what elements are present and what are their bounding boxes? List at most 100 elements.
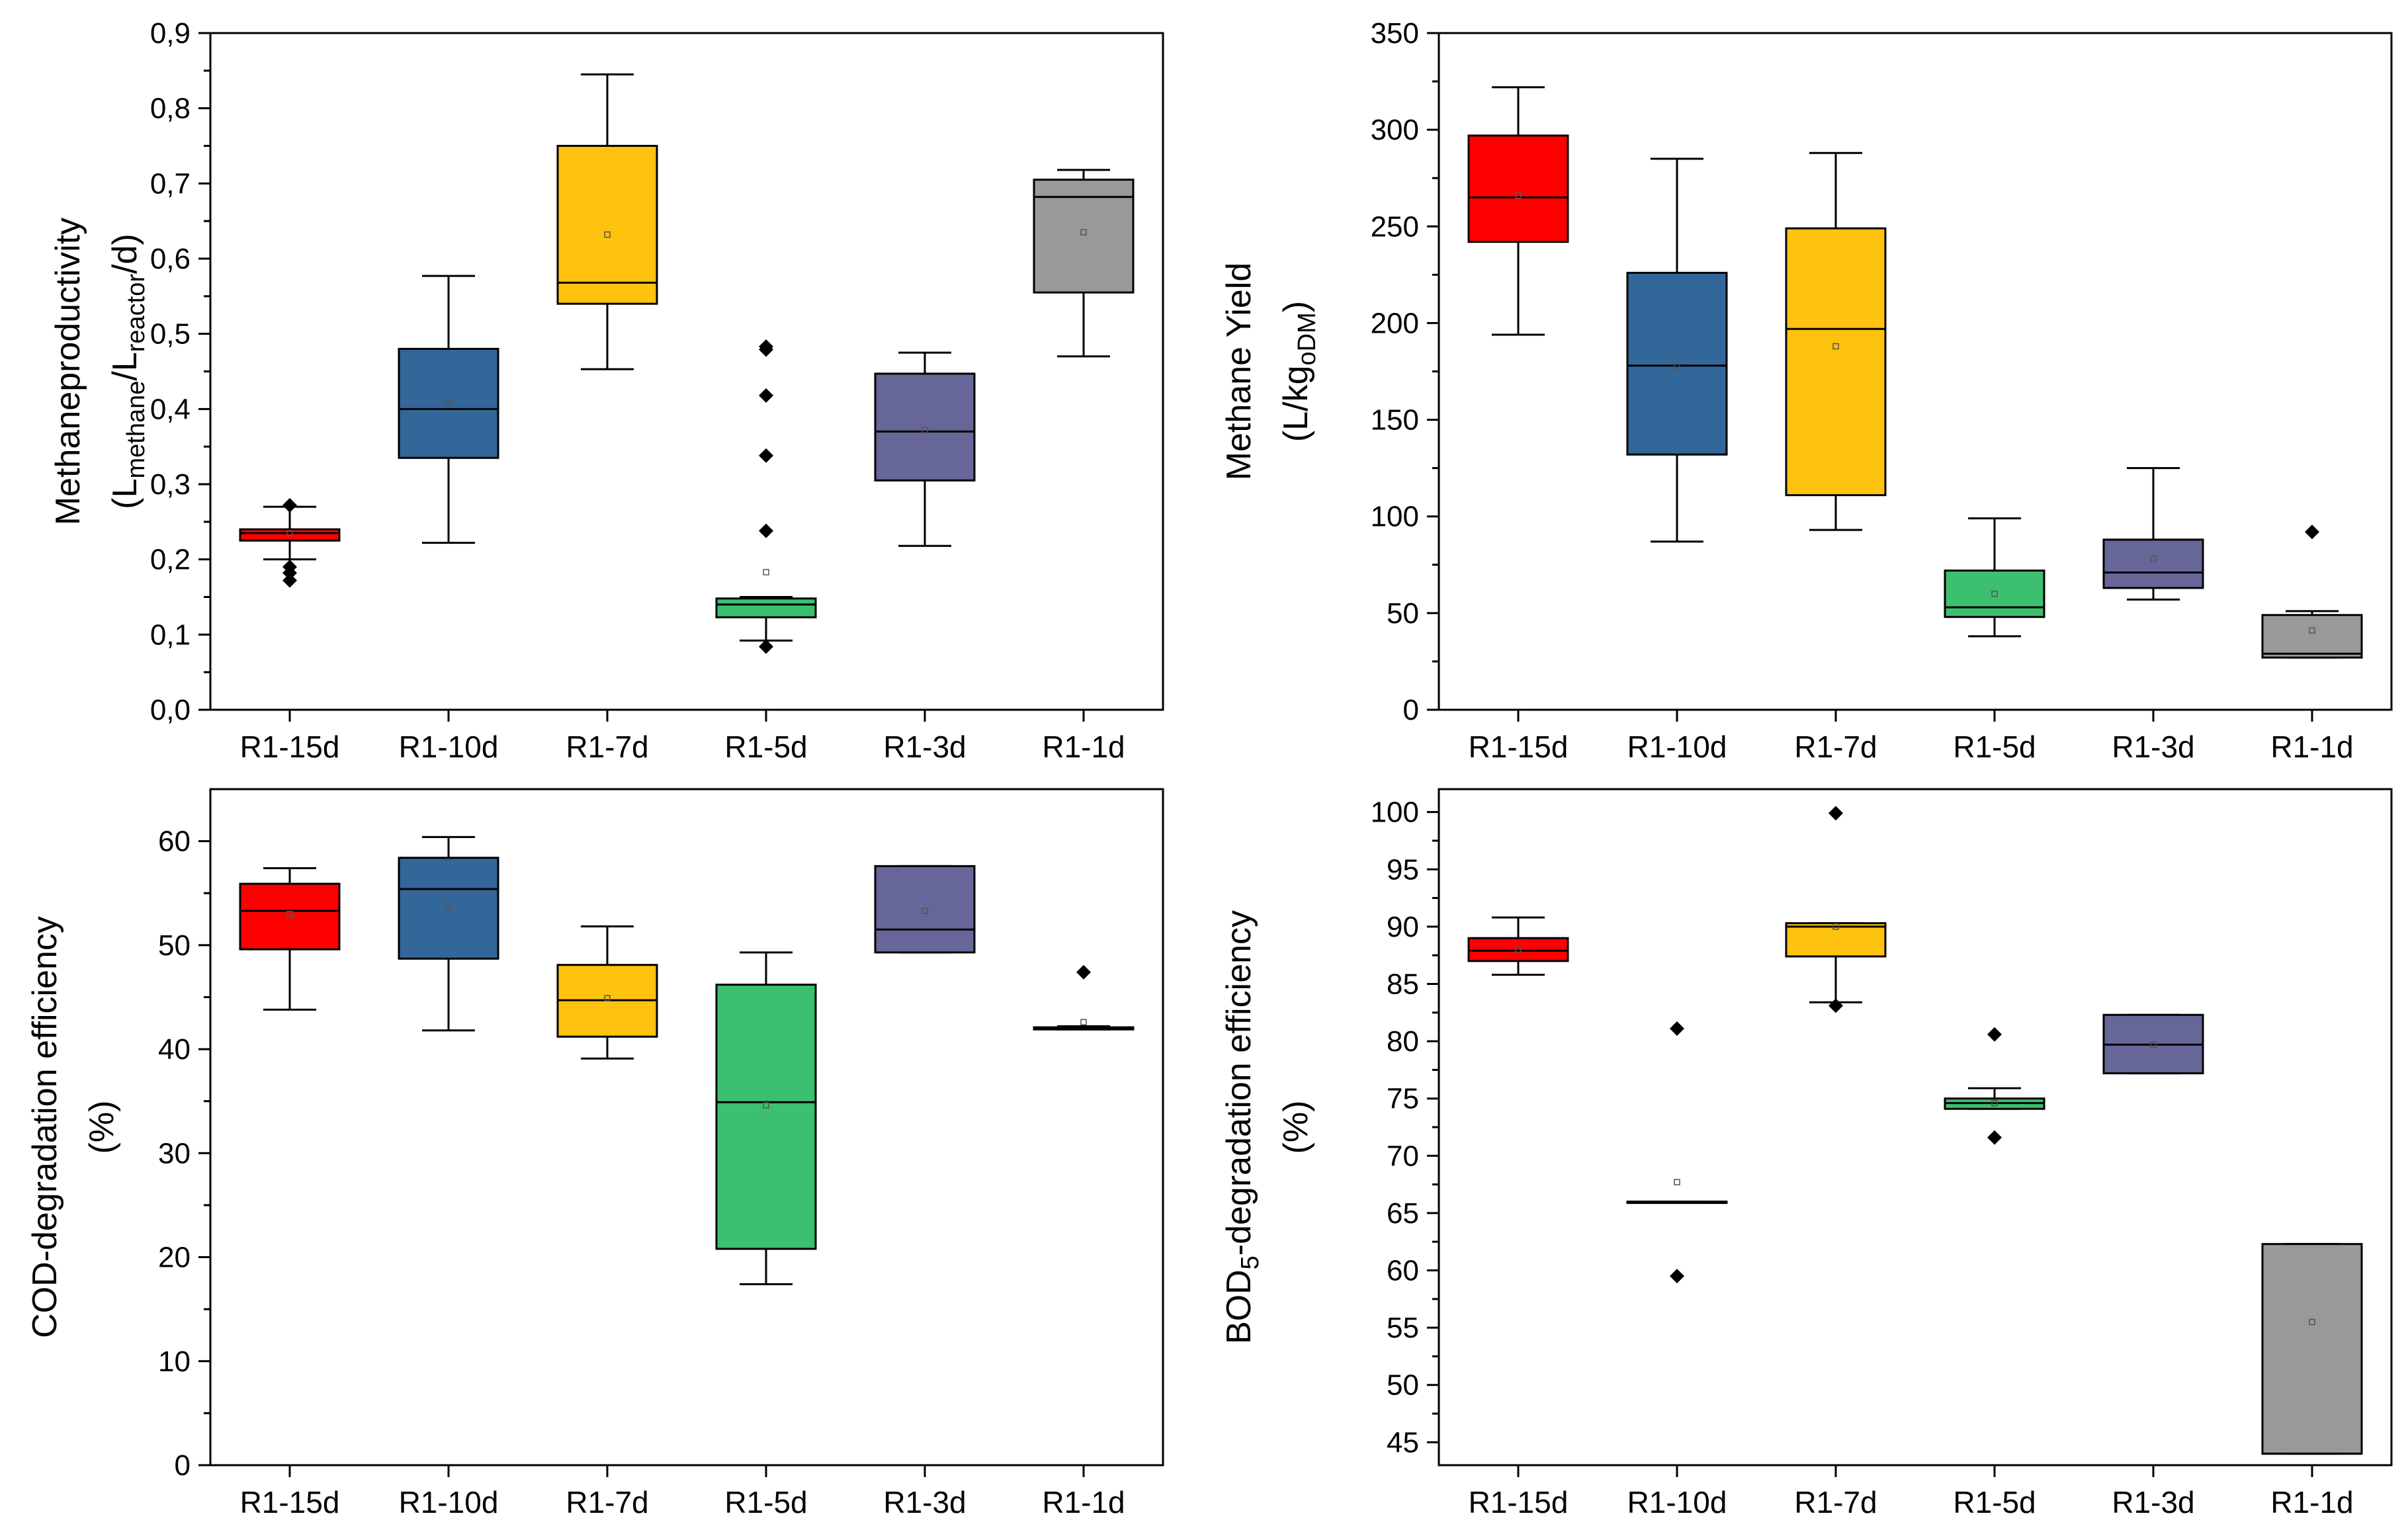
y-axis-label-subscript: reactor [122, 274, 150, 353]
outlier-point [1987, 1130, 2002, 1145]
y-tick-label: 300 [1371, 114, 1419, 146]
outlier-point [759, 388, 773, 403]
box-R1-15d [239, 497, 341, 588]
y-tick-label: 45 [1387, 1426, 1419, 1459]
box-body [1467, 134, 1569, 243]
box-body [874, 865, 976, 954]
box-R1-3d [874, 865, 976, 954]
box-body [2261, 1243, 2363, 1455]
y-tick-label: 70 [1387, 1140, 1419, 1172]
outlier-point [759, 639, 773, 654]
mean-marker [763, 1102, 769, 1109]
mean-marker [1832, 343, 1839, 350]
mean-marker [1515, 946, 1522, 953]
box-R1-10d [398, 835, 499, 1032]
x-tick-label: R1-3d [2112, 730, 2194, 764]
mean-marker [286, 530, 293, 536]
x-tick-label: R1-3d [2112, 1485, 2194, 1519]
y-tick-label: 60 [1387, 1255, 1419, 1287]
box-body [2102, 538, 2204, 589]
x-tick-label: R1-7d [566, 730, 648, 764]
y-tick-label: 0 [175, 1449, 191, 1482]
y-tick-label: 75 [1387, 1083, 1419, 1115]
y-tick-label: 60 [158, 826, 191, 858]
outlier-point [1828, 806, 1843, 821]
x-tick-label: R1-10d [1627, 730, 1727, 764]
box-body [1785, 922, 1887, 958]
outlier-point [759, 342, 773, 357]
y-axis-label-text: (L/kg [1277, 365, 1315, 442]
y-axis-label: (L/kgoDM) [1277, 301, 1321, 442]
y-tick-label: 0,0 [150, 694, 191, 726]
box-body [1626, 271, 1728, 456]
x-tick-label: R1-5d [1953, 730, 2036, 764]
outlier-point [1987, 1027, 2002, 1042]
y-axis-label-text: -degradation efficiency [1220, 910, 1258, 1255]
y-axis-label-text: Methane Yield [1220, 263, 1258, 481]
box-R1-1d [1033, 964, 1135, 1031]
y-tick-label: 0 [1403, 694, 1419, 726]
x-tick-label: R1-15d [1469, 730, 1569, 764]
box-R1-15d [1467, 916, 1569, 976]
mean-marker [445, 904, 452, 911]
y-axis-label-text: (%) [83, 1101, 121, 1154]
mean-marker [604, 231, 611, 238]
box-body [715, 597, 817, 618]
mean-marker [1991, 590, 1998, 597]
box-R1-5d [715, 951, 817, 1285]
y-tick-label: 100 [1371, 796, 1419, 829]
x-tick-label: R1-7d [1794, 730, 1877, 764]
box-R1-10d [398, 275, 499, 544]
mean-marker [1991, 1099, 1998, 1107]
x-tick-label: R1-15d [240, 1485, 340, 1519]
mean-marker [2309, 627, 2315, 634]
outlier-point [759, 523, 773, 538]
box-R1-5d [1944, 517, 2045, 638]
mean-marker [1674, 362, 1680, 369]
y-tick-label: 0,4 [150, 393, 191, 425]
y-tick-label: 0,7 [150, 167, 191, 200]
mean-marker [1515, 192, 1522, 199]
outlier-point [1670, 1021, 1684, 1037]
box-R1-1d [2261, 1243, 2363, 1455]
x-tick-label: R1-1d [1042, 730, 1125, 764]
box-body [715, 984, 817, 1250]
y-axis-label-text: /d) [106, 234, 144, 274]
box-body [398, 857, 499, 960]
y-tick-label: 55 [1387, 1312, 1419, 1344]
box-body [1033, 179, 1135, 294]
y-axis-label: (%) [1277, 1101, 1315, 1154]
box-body [1944, 570, 2045, 618]
y-axis-label-text: /L [106, 352, 144, 380]
box-body [398, 347, 499, 459]
y-tick-label: 40 [158, 1033, 191, 1066]
mean-marker [1832, 923, 1839, 930]
mean-marker [445, 400, 452, 406]
box-R1-1d [2261, 525, 2363, 659]
y-axis-label-subscript: methane [122, 381, 150, 479]
x-tick-label: R1-10d [399, 730, 499, 764]
y-tick-label: 65 [1387, 1197, 1419, 1230]
bod5-degradation-chart: 45 50 55 60 65 70 75 80 85 90 95 100 R1-15d R1-10d R1-… [1220, 788, 2393, 1519]
box-R1-5d [1944, 1027, 2045, 1145]
x-tick-label: R1-7d [1794, 1485, 1877, 1519]
y-tick-label: 50 [1387, 1369, 1419, 1402]
mean-marker [2309, 1318, 2315, 1326]
y-axis-label: Methane Yield [1220, 263, 1258, 481]
x-tick-label: R1-1d [2270, 730, 2353, 764]
box-R1-3d [2102, 1013, 2204, 1075]
x-tick-label: R1-15d [240, 730, 340, 764]
outlier-point [1670, 1269, 1684, 1284]
methane-productivity-chart: 0,0 0,1 0,2 0,3 0,4 0,5 0,6 0,7 0,8 0,9 R1-15d R1-1… [49, 17, 1164, 764]
y-tick-label: 95 [1387, 853, 1419, 886]
box-body [1467, 937, 1569, 962]
x-tick-label: R1-5d [724, 1485, 807, 1519]
box-R1-10d [1626, 1021, 1728, 1284]
box-R1-3d [2102, 467, 2204, 601]
mean-marker [1674, 1179, 1680, 1185]
box-R1-7d [1785, 806, 1887, 1013]
y-tick-label: 0,3 [150, 468, 191, 501]
x-tick-label: R1-5d [1953, 1485, 2036, 1519]
y-axis-label: Methaneproductivity [49, 218, 87, 525]
outlier-point [282, 566, 297, 581]
